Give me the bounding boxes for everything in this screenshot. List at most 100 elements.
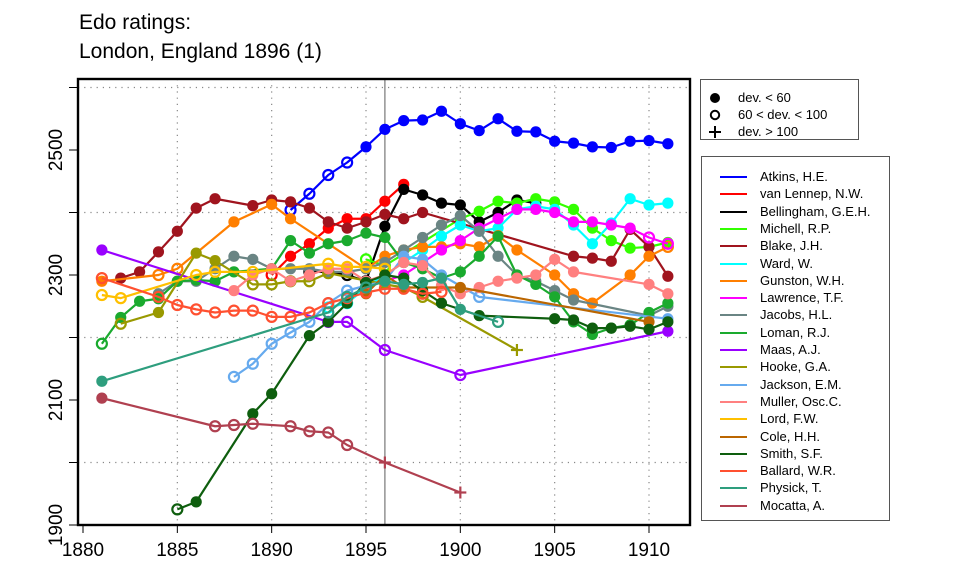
data-point-filled xyxy=(530,278,542,290)
data-point-filled xyxy=(454,199,466,211)
data-point-filled xyxy=(473,241,485,253)
data-point-open xyxy=(265,337,278,350)
data-point-filled xyxy=(379,231,391,244)
data-point-filled xyxy=(379,123,391,135)
data-point-filled xyxy=(586,141,599,153)
data-point-filled xyxy=(417,276,429,289)
data-point-filled xyxy=(303,238,315,250)
data-point-open xyxy=(378,343,391,357)
data-point-open xyxy=(171,298,184,312)
data-point-filled xyxy=(511,125,523,137)
legend-label: Ward, W. xyxy=(760,255,813,271)
data-point-filled xyxy=(398,213,410,225)
data-point-open xyxy=(114,292,127,305)
data-point-filled xyxy=(134,266,146,278)
legend-label: Cole, H.H. xyxy=(760,428,820,444)
data-point-filled xyxy=(284,213,297,225)
data-point-filled xyxy=(586,238,599,250)
data-point-open xyxy=(227,418,241,432)
data-point-filled xyxy=(417,206,429,219)
data-point-filled xyxy=(247,200,259,212)
data-point-filled xyxy=(511,272,523,284)
plus-icon xyxy=(709,125,721,138)
series-line xyxy=(101,397,461,494)
legend-swatch xyxy=(720,418,747,421)
chart-subtitle: London, England 1896 (1) xyxy=(79,40,322,63)
data-point-filled xyxy=(435,272,448,284)
y-tick-label: 2500 xyxy=(46,129,67,171)
series-line xyxy=(384,208,669,283)
data-point-open xyxy=(227,370,241,383)
data-point-filled xyxy=(643,323,655,335)
data-point-filled xyxy=(662,297,674,309)
data-point-open xyxy=(416,287,429,300)
legend-swatch xyxy=(720,331,747,334)
data-point-open xyxy=(284,310,297,323)
legend-swatch xyxy=(720,193,747,196)
data-point-filled xyxy=(624,135,636,147)
data-point-filled xyxy=(605,141,617,154)
data-point-plus xyxy=(378,456,391,469)
data-point-filled xyxy=(567,294,580,306)
data-point-filled xyxy=(247,253,259,265)
legend-label: Jackson, E.M. xyxy=(760,376,842,392)
data-point-open xyxy=(359,260,373,273)
data-point-filled xyxy=(209,193,221,205)
data-point-filled xyxy=(643,241,655,253)
marker-legend-label: dev. > 100 xyxy=(738,124,799,139)
legend-swatch xyxy=(720,504,747,507)
data-point-filled xyxy=(171,225,183,237)
data-point-filled xyxy=(567,137,580,149)
data-point-filled xyxy=(662,316,674,328)
legend-item: Lord, F.W. xyxy=(702,410,889,427)
open-circle-icon xyxy=(709,109,721,121)
x-tick-label: 1895 xyxy=(345,540,387,561)
plot-frame xyxy=(76,77,692,527)
data-point-open xyxy=(190,268,203,282)
data-point-open xyxy=(454,368,467,382)
data-point-filled xyxy=(643,278,655,290)
data-point-filled xyxy=(190,247,202,259)
legend-swatch xyxy=(720,470,747,473)
legend-swatch xyxy=(720,245,747,248)
data-point-filled xyxy=(643,135,655,147)
legend-item: Loman, R.J. xyxy=(702,324,889,341)
filled-circle-icon xyxy=(709,92,721,104)
data-point-filled xyxy=(322,316,334,328)
legend-label: Lawrence, T.F. xyxy=(760,290,844,306)
data-point-open xyxy=(246,278,259,291)
data-point-filled xyxy=(549,253,561,265)
data-point-filled xyxy=(360,216,372,228)
data-point-open xyxy=(95,272,108,285)
data-point-open xyxy=(208,306,222,319)
legend-item: Smith, S.F. xyxy=(702,445,889,462)
data-point-filled xyxy=(435,244,448,256)
data-point-open xyxy=(208,265,222,278)
data-point-filled xyxy=(435,105,448,117)
legend-item: Physick, T. xyxy=(702,479,889,496)
data-point-filled xyxy=(643,250,655,262)
legend-swatch xyxy=(720,262,747,265)
data-point-filled xyxy=(567,250,580,262)
data-point-filled xyxy=(134,295,146,307)
data-point-filled xyxy=(417,231,429,244)
data-point-open xyxy=(341,438,354,452)
data-point-open xyxy=(265,310,278,323)
data-point-filled xyxy=(605,219,617,231)
data-point-filled xyxy=(322,216,334,228)
legend-swatch xyxy=(720,349,747,351)
data-point-filled xyxy=(190,496,202,508)
data-point-filled xyxy=(586,322,599,334)
legend-item: Maas, A.J. xyxy=(702,341,889,358)
data-point-open xyxy=(341,260,354,273)
series-legend: Atkins, H.E. van Lennep, N.W. Bellingham, … xyxy=(701,156,890,521)
series-line xyxy=(101,248,669,377)
data-point-open xyxy=(227,304,241,317)
data-point-open xyxy=(246,417,259,430)
data-point-filled xyxy=(379,208,391,220)
data-point-open xyxy=(246,304,259,317)
legend-label: Physick, T. xyxy=(760,480,822,496)
legend-label: van Lennep, N.W. xyxy=(760,186,864,202)
data-point-filled xyxy=(322,238,334,250)
legend-item: Atkins, H.E. xyxy=(702,168,889,185)
